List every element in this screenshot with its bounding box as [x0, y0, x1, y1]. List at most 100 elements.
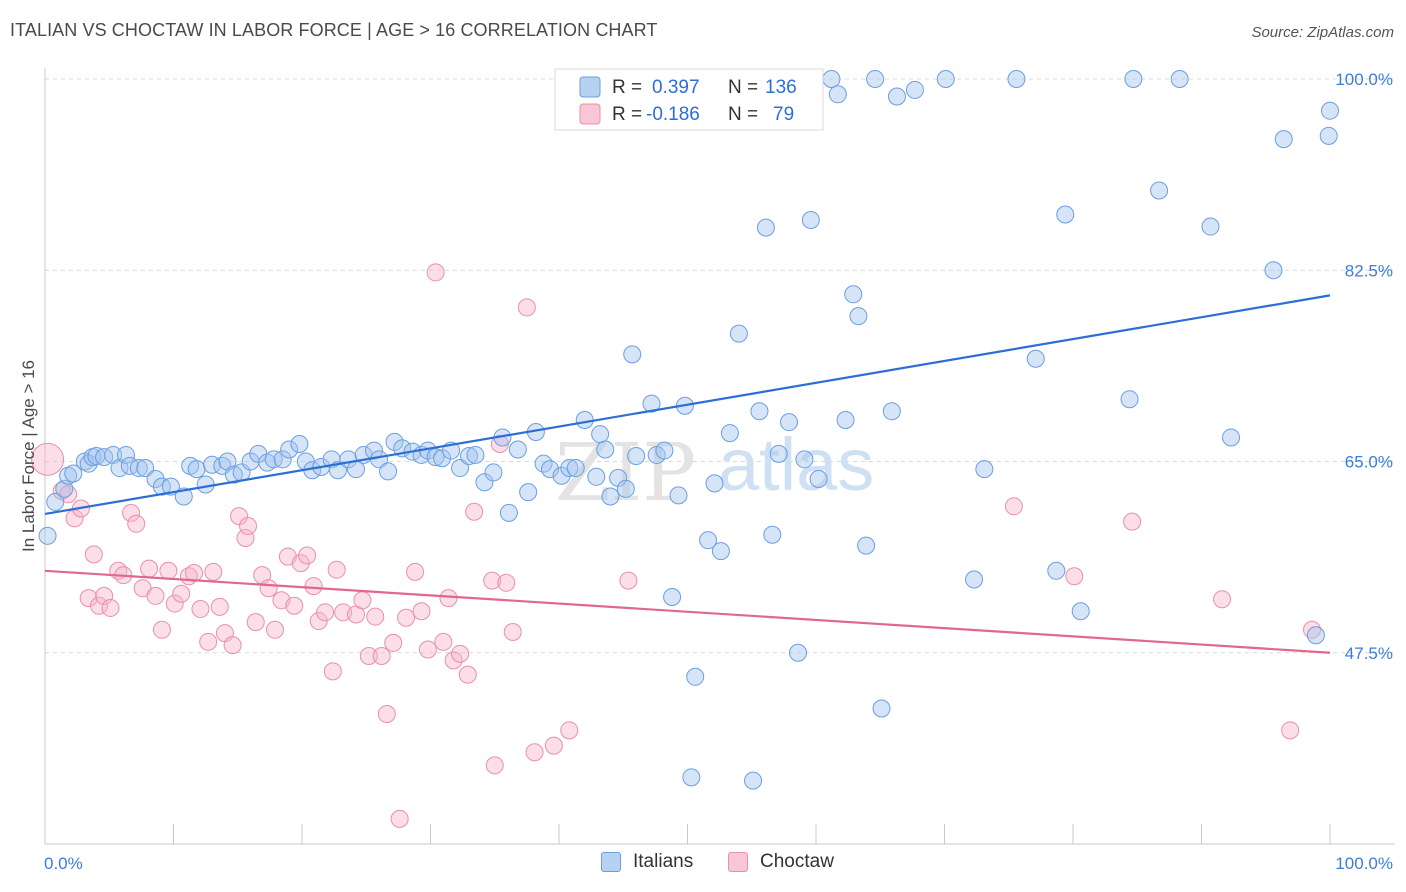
point-italians: [686, 667, 705, 686]
point-italians: [780, 413, 799, 432]
point-italians: [975, 460, 994, 479]
point-italians: [174, 487, 193, 506]
point-italians: [789, 643, 808, 662]
point-italians: [849, 307, 868, 326]
point-italians: [682, 768, 701, 787]
point-choctaw: [285, 596, 304, 615]
point-choctaw: [230, 507, 249, 526]
point-choctaw: [434, 632, 453, 651]
point-choctaw: [146, 586, 165, 605]
point-italians: [965, 570, 984, 589]
bottom-legend-choctaw: Choctaw: [728, 851, 834, 873]
point-italians: [475, 473, 494, 492]
point-choctaw: [384, 633, 403, 652]
legend-r-label-italians: R =: [612, 77, 642, 98]
point-italians: [591, 425, 610, 444]
watermark: ZIP atlas: [555, 423, 874, 519]
bottom-legend-swatch-italians: [601, 852, 621, 872]
point-italians: [187, 460, 206, 479]
legend-r-label-choctaw: R =: [612, 104, 642, 125]
bottom-legend-swatch-choctaw: [728, 852, 748, 872]
point-italians: [669, 486, 688, 505]
point-choctaw: [1123, 512, 1142, 531]
legend-n-label-choctaw: N =: [728, 104, 758, 125]
point-italians: [1120, 390, 1139, 409]
point-choctaw: [412, 602, 431, 621]
point-italians: [729, 324, 748, 343]
point-italians: [1047, 561, 1066, 580]
point-italians: [601, 487, 620, 506]
point-italians: [627, 447, 646, 466]
point-choctaw: [316, 603, 335, 622]
point-choctaw: [127, 514, 146, 533]
point-italians: [95, 448, 114, 467]
point-choctaw: [366, 607, 385, 626]
y-axis-label: In Labor Force | Age > 16: [19, 360, 38, 552]
point-choctaw: [323, 662, 342, 681]
point-italians: [1124, 70, 1143, 88]
point-italians: [218, 452, 237, 471]
point-italians: [541, 460, 560, 479]
point-choctaw: [140, 559, 159, 578]
series-choctaw: [31, 263, 1322, 828]
point-italians: [451, 459, 470, 478]
series-italians: [38, 70, 1339, 790]
point-choctaw: [483, 571, 502, 590]
point-italians: [566, 459, 585, 478]
point-italians: [224, 465, 243, 484]
point-italians: [484, 463, 503, 482]
y-tick-label: 65.0%: [1345, 453, 1393, 472]
legend-swatch-choctaw: [579, 103, 601, 125]
y-tick-label: 82.5%: [1345, 261, 1393, 280]
grid: [45, 78, 1395, 654]
point-choctaw: [503, 622, 522, 641]
watermark-zip: ZIP: [555, 426, 696, 519]
legend-n-label-italians: N =: [728, 77, 758, 98]
point-choctaw: [560, 721, 579, 740]
point-italians: [64, 464, 83, 483]
point-italians: [46, 492, 65, 511]
point-choctaw: [544, 736, 563, 755]
point-italians: [763, 525, 782, 544]
point-italians: [769, 444, 788, 463]
legend-n-italians: 136: [765, 77, 797, 98]
chart-title: ITALIAN VS CHOCTAW IN LABOR FORCE | AGE …: [10, 20, 658, 40]
point-italians: [433, 449, 452, 468]
point-italians: [872, 699, 891, 718]
point-choctaw: [210, 597, 229, 616]
legend-r-italians: 0.397: [652, 77, 700, 98]
point-choctaw: [451, 644, 470, 663]
point-italians: [146, 469, 165, 488]
point-choctaw: [485, 756, 504, 775]
point-choctaw: [377, 704, 396, 723]
point-choctaw: [444, 651, 463, 670]
x-tick-labels: 0.0% 100.0%: [44, 854, 1393, 873]
point-italians: [616, 479, 635, 498]
bottom-legend: Italians Choctaw: [0, 851, 1406, 881]
point-choctaw: [1004, 497, 1023, 516]
point-choctaw: [191, 600, 210, 619]
point-italians: [1150, 181, 1169, 200]
point-choctaw: [327, 560, 346, 579]
point-italians: [1274, 130, 1293, 149]
trend-line-choctaw: [44, 569, 1331, 654]
point-italians: [642, 394, 661, 413]
point-italians: [379, 462, 398, 481]
point-choctaw: [418, 640, 437, 659]
point-choctaw: [406, 562, 425, 581]
point-italians: [1264, 261, 1283, 280]
bottom-legend-label-choctaw: Choctaw: [760, 851, 834, 872]
point-italians: [552, 466, 571, 485]
point-choctaw: [204, 562, 223, 581]
trend-lines: [44, 294, 1331, 654]
point-choctaw: [390, 809, 409, 828]
point-choctaw: [101, 598, 120, 617]
point-italians: [1222, 428, 1241, 447]
point-choctaw: [525, 743, 544, 762]
point-choctaw: [517, 298, 536, 317]
point-italians: [844, 285, 863, 304]
point-choctaw: [89, 596, 108, 615]
point-choctaw: [353, 591, 372, 610]
point-choctaw: [439, 589, 458, 608]
point-italians: [499, 503, 518, 522]
